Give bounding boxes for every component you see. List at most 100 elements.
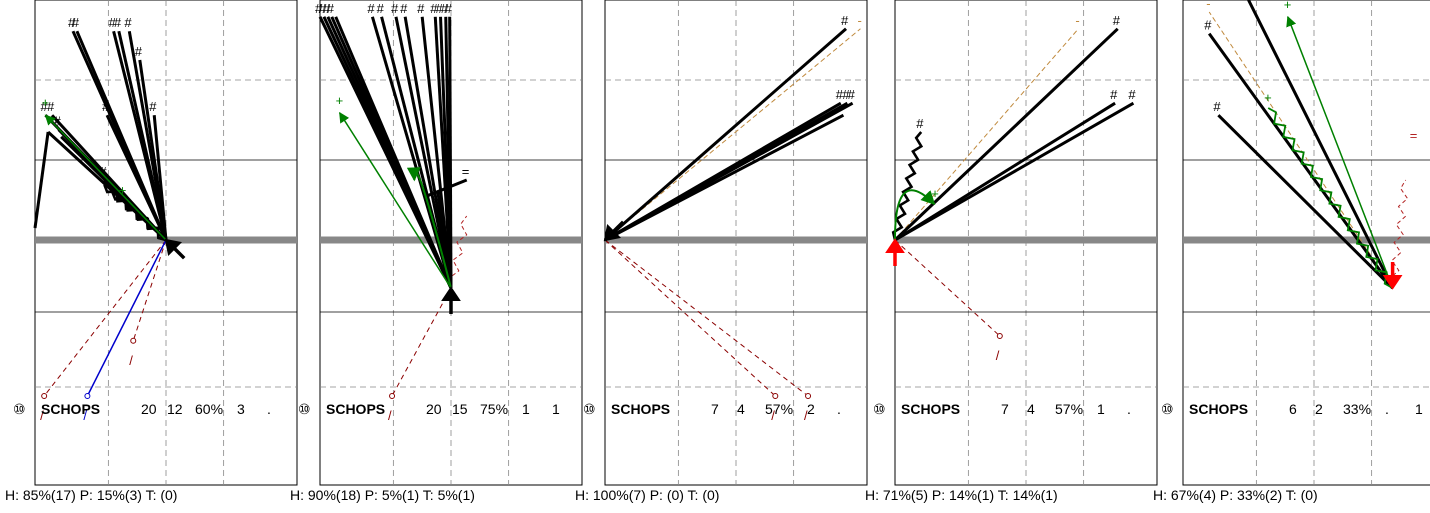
shot-line-10 <box>152 115 168 241</box>
stat-value-2: 2 <box>1315 401 1323 417</box>
shot-line-1 <box>604 27 848 242</box>
stat-value-1: 20 <box>141 401 157 417</box>
panel-footer: H: 90%(18) P: 5%(1) T: 5%(1) <box>290 487 475 503</box>
shot-line-5 <box>604 113 845 242</box>
pass-marker-1: / <box>40 408 44 423</box>
shot-marker-4: # <box>327 1 335 16</box>
shot-marker-8: # <box>47 99 55 114</box>
origin-arrow-head <box>441 286 461 301</box>
pass-blue-end-1 <box>84 393 91 399</box>
stat-value-5: . <box>1127 401 1131 417</box>
shot-marker-6: # <box>135 44 143 59</box>
green-arrow-1 <box>339 111 452 289</box>
panel-label-row: ⑩ SCHOPS 20 12 60% 3. <box>13 401 271 417</box>
shot-marker-16: = <box>462 164 470 179</box>
shot-panel-2: /#### # # # # # ####=+⑩ SCHOPS 20 15 75% 1 1H: 90%(1… <box>290 0 583 503</box>
shot-marker-3: # <box>323 1 331 16</box>
shot-line-17 <box>436 191 453 289</box>
shot-marker-2: # <box>1213 99 1221 114</box>
origin-arrow-head <box>603 223 622 242</box>
origin-arrow-head <box>1382 275 1403 290</box>
shot-marker-5: # <box>124 15 132 30</box>
stat-value-4: 1 <box>1097 401 1105 417</box>
shot-line-9 <box>105 114 168 241</box>
pass-blue-marker-1: / <box>83 408 87 423</box>
shot-marker-9: # <box>400 1 408 16</box>
green-marker-1: + <box>41 95 49 110</box>
shot-line-1 <box>891 131 924 241</box>
shot-marker-2: # <box>836 87 844 102</box>
panel-footer: H: 71%(5) P: 14%(1) T: 14%(1) <box>865 487 1058 503</box>
shot-panel-3: //-## ##⑩ SCHOPS 7 4 57% 2 .H: 100%(7) P: (0) T… <box>575 0 868 503</box>
shot-panel-1: ///## ## ### # # ###++⑩ SCHOPS 20 12 60% 3 .H: 85%(… <box>5 0 298 503</box>
shot-marker-3: # <box>842 87 850 102</box>
player-number: ⑩ <box>583 401 596 417</box>
green-arc-1 <box>893 189 936 241</box>
green-marker-1: + <box>336 93 344 108</box>
origin-arrow-head <box>164 238 183 257</box>
panel-label-row: ⑩ SCHOPS 7 4 57% 1. <box>873 401 1131 417</box>
panel-footer: H: 85%(17) P: 15%(3) T: (0) <box>5 487 177 503</box>
shot-line-4 <box>117 30 168 241</box>
stat-value-4: 2 <box>807 401 815 417</box>
shot-marker-13: # <box>441 1 449 16</box>
panel-footer: H: 67%(4) P: 33%(2) T: (0) <box>1153 487 1318 503</box>
pass-end-2 <box>805 393 812 399</box>
shot-marker-11: # <box>54 114 62 129</box>
player-name: SCHOPS <box>611 401 670 417</box>
pass-marker-1: / <box>388 408 392 423</box>
stat-value-3: 60% <box>195 401 223 417</box>
stat-value-2: 4 <box>737 401 745 417</box>
shot-marker-1: # <box>841 13 849 28</box>
player-name: SCHOPS <box>41 401 100 417</box>
green-arc-1 <box>406 167 452 289</box>
red-wavy-1 <box>1389 179 1409 289</box>
shot-panel-5: = - # # + + ⑩ SCHOPS 6 2 33%. 1 H: 67%(4) P: 33%(2) … <box>1153 0 1430 503</box>
tan-marker-1: - <box>1206 0 1210 11</box>
green-point-1: + <box>119 182 127 197</box>
shot-marker-11: # <box>430 1 438 16</box>
shot-marker-3: # <box>1110 87 1118 102</box>
shot-line-14 <box>448 16 453 289</box>
shot-line-5 <box>334 16 453 289</box>
shot-line-3 <box>1247 0 1394 289</box>
player-name: SCHOPS <box>1189 401 1248 417</box>
pass-end-1 <box>41 393 48 399</box>
pass-marker-2: / <box>129 353 133 368</box>
player-number: ⑩ <box>13 401 26 417</box>
shot-marker-3: # <box>109 15 117 30</box>
pass-dashed-1 <box>894 239 1001 337</box>
shot-panel-4: / - # # # # + ⑩ SCHOPS 7 4 57% 1 . H: 71%(5) P: 14%(1)… <box>865 0 1158 503</box>
pass-blue-1 <box>86 239 167 397</box>
shot-marker-14: # <box>445 1 453 16</box>
stat-value-5: 1 <box>552 401 560 417</box>
shot-marker-4: # <box>1128 87 1136 102</box>
pass-marker-2: / <box>804 408 808 423</box>
pass-dashed-1 <box>391 287 452 397</box>
shot-line-6 <box>138 59 168 241</box>
green-arrow-1 <box>44 114 167 241</box>
shot-marker-7: # <box>40 99 48 114</box>
shot-marker-6: # <box>367 1 375 16</box>
shot-line-1 <box>1207 32 1394 289</box>
pass-end-2 <box>130 337 137 344</box>
green-wavy-marker-1: + <box>1264 90 1272 105</box>
shot-marker-1: # <box>315 1 323 16</box>
stat-value-2: 4 <box>1027 401 1035 417</box>
tan-marker-1: - <box>1075 13 1079 28</box>
tan-line-1 <box>894 28 1079 241</box>
shot-marker-2: # <box>72 15 80 30</box>
shot-line-4 <box>894 101 1135 242</box>
panel-label-row: ⑩ SCHOPS 7 4 57% 2. <box>583 401 841 417</box>
shot-marker-8: # <box>391 1 399 16</box>
pass-dashed-1 <box>43 239 167 397</box>
pass-marker-1: / <box>996 348 1000 363</box>
shot-marker-2: # <box>1113 13 1121 28</box>
stat-value-4: . <box>1385 401 1389 417</box>
stat-value-5: . <box>837 401 841 417</box>
green-wavy-1 <box>1267 107 1394 289</box>
shot-marker-14: # <box>99 164 107 179</box>
player-name: SCHOPS <box>901 401 960 417</box>
panel-label-row: ⑩ SCHOPS 20 15 75% 1 1 <box>298 401 560 417</box>
